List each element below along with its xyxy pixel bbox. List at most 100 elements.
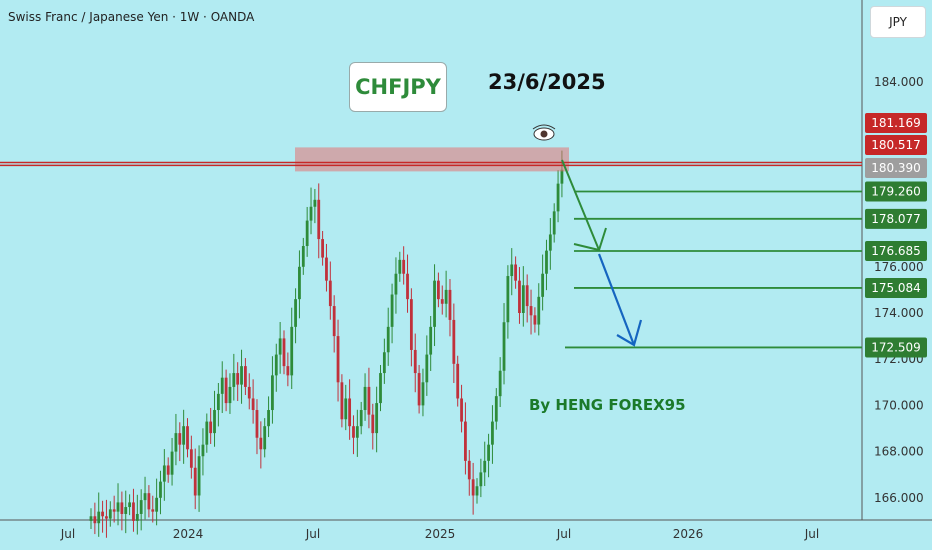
candle-body [406, 273, 409, 300]
candle [174, 413, 178, 466]
candle [251, 379, 255, 424]
candle-body [124, 507, 128, 514]
currency-button[interactable]: JPY [870, 6, 926, 38]
price-label-target: 172.509 [865, 337, 927, 358]
candle-body [332, 306, 336, 337]
candle [294, 288, 297, 344]
candle [105, 499, 108, 538]
candle [352, 415, 355, 455]
candle [182, 409, 186, 464]
candle [533, 307, 537, 333]
candle [483, 441, 487, 487]
candle-body [541, 273, 545, 297]
candle-body [97, 511, 101, 524]
candle [301, 237, 305, 275]
candle [448, 279, 452, 337]
date-label: 23/6/2025 [488, 70, 606, 94]
candle-body [448, 289, 452, 320]
candle-body [193, 467, 197, 496]
candle-body [232, 373, 236, 387]
candle-body [479, 472, 483, 487]
candle-body [147, 493, 151, 510]
blue-arrow [597, 253, 643, 347]
candle-body [344, 398, 348, 420]
candle [390, 283, 394, 344]
candle-body [132, 502, 135, 521]
candle-body [213, 410, 216, 434]
eye-icon [532, 124, 556, 141]
candle-body [510, 264, 514, 277]
candle-body [236, 373, 240, 385]
candle [193, 448, 197, 510]
candle [514, 256, 517, 289]
candle-body [429, 326, 433, 355]
candle-body [348, 398, 352, 427]
candle-body [93, 516, 97, 524]
price-label-text: 180.517 [871, 138, 921, 152]
candle-body [105, 516, 108, 519]
candle [359, 401, 363, 435]
candle-body [135, 513, 139, 521]
candle-body [413, 349, 417, 374]
candle-body [452, 319, 456, 364]
candle [440, 285, 444, 315]
candle [325, 243, 328, 292]
x-tick-label: 2025 [425, 527, 456, 541]
y-tick-label: 168.000 [874, 445, 924, 459]
candle [213, 390, 216, 447]
candle-body [456, 363, 460, 399]
candle-body [274, 354, 278, 376]
candle-body [159, 481, 162, 498]
candle-body [417, 373, 421, 406]
candle-body [166, 465, 170, 475]
candle-body [371, 414, 375, 434]
candle [159, 470, 162, 515]
price-label-text: 180.390 [871, 161, 921, 175]
price-label-text: 176.685 [871, 244, 921, 258]
candle-body [240, 366, 243, 385]
candle [309, 187, 313, 235]
candle-body [464, 421, 467, 461]
candle [228, 373, 232, 414]
candle [116, 483, 120, 526]
candle [97, 492, 101, 537]
candle-body [120, 502, 124, 514]
candle-body [355, 426, 359, 438]
price-label-target: 178.077 [865, 208, 927, 229]
candle [521, 266, 525, 327]
candle-body [421, 382, 425, 406]
candle [398, 251, 402, 282]
candle [552, 203, 556, 243]
candle [220, 361, 224, 414]
candle-body [112, 509, 116, 512]
candle-body [305, 220, 309, 247]
candle [278, 322, 282, 374]
candle [475, 478, 479, 504]
candle [178, 422, 182, 462]
candle [456, 355, 460, 407]
candle [406, 254, 409, 313]
candle [502, 303, 506, 385]
candle [155, 478, 159, 526]
candle [437, 272, 440, 308]
candle-body [390, 294, 394, 327]
candle [541, 254, 545, 311]
candle-body [340, 382, 344, 420]
candle-body [286, 366, 290, 376]
candle [417, 364, 421, 414]
candle-body [552, 211, 556, 235]
candle [363, 373, 367, 421]
candle-body [251, 398, 255, 411]
x-tick-label: Jul [305, 527, 320, 541]
candle-body [317, 199, 321, 240]
candle-body [259, 437, 263, 450]
chart-title: Swiss Franc / Japanese Yen · 1W · OANDA [8, 10, 255, 24]
candle-body [174, 433, 178, 452]
candle [425, 335, 429, 396]
candle [139, 489, 143, 531]
candle [112, 495, 116, 523]
candle-body [440, 299, 444, 304]
candle [548, 218, 552, 270]
candle-body [301, 246, 305, 267]
